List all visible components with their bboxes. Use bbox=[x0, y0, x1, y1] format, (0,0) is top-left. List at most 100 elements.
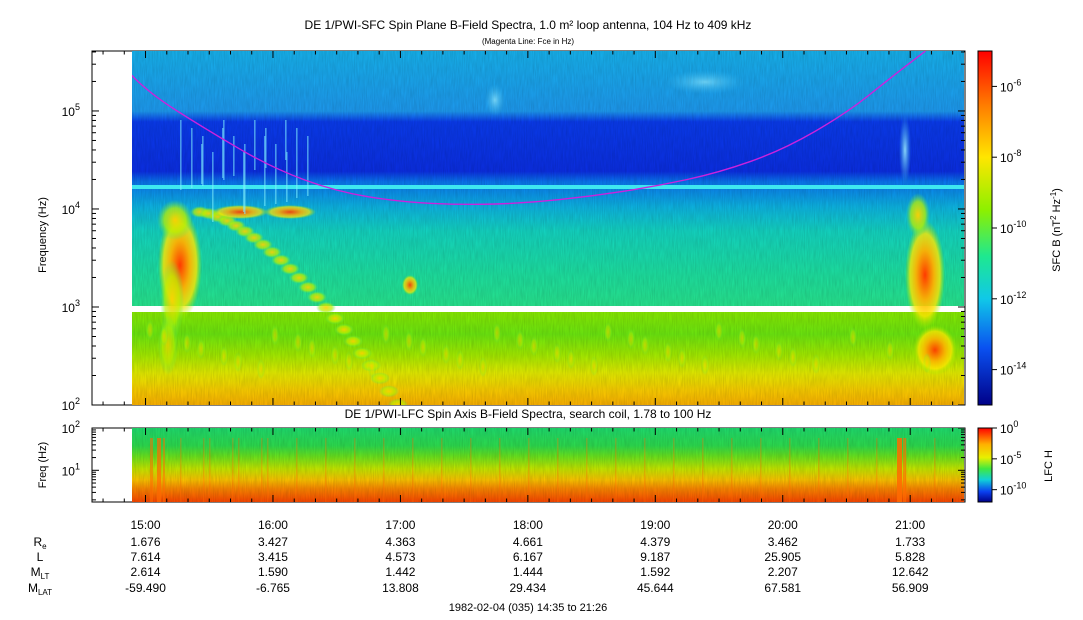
lfc-burst bbox=[702, 438, 704, 502]
emission-patch bbox=[567, 349, 575, 369]
emission-patch bbox=[641, 335, 649, 355]
emission-streak bbox=[286, 152, 288, 202]
lfc-burst bbox=[267, 438, 269, 502]
emission-streak bbox=[265, 128, 267, 168]
lfc-burst bbox=[586, 438, 588, 502]
lfc-burst bbox=[441, 438, 443, 502]
lfc-burst bbox=[296, 438, 298, 502]
emission-patch bbox=[442, 344, 450, 364]
sfc-colorbar-tick-label: 10-10 bbox=[1000, 219, 1026, 236]
emission-patch bbox=[849, 327, 857, 347]
emission-patch bbox=[530, 336, 538, 356]
time-tick-label: 15:00 bbox=[131, 518, 161, 532]
lfc-burst bbox=[528, 438, 530, 502]
lfc-burst bbox=[325, 438, 327, 502]
ephemeris-row-label: MLT bbox=[31, 565, 50, 581]
lfc-burst bbox=[261, 438, 263, 502]
sfc-y-axis: 102 103 104 105 bbox=[62, 51, 965, 413]
lfc-burst bbox=[934, 438, 936, 502]
lfc-colorbar: 100 10-5 10-10 LFC H bbox=[977, 419, 1055, 503]
emission-streak bbox=[264, 136, 266, 206]
emission-patch bbox=[289, 271, 309, 284]
ephemeris-row-label: MLAT bbox=[28, 581, 52, 597]
emission-patch bbox=[665, 70, 745, 94]
emission-streak bbox=[254, 120, 256, 170]
lfc-burst bbox=[499, 438, 501, 502]
sfc-emissions bbox=[146, 70, 957, 405]
emission-patch bbox=[343, 335, 363, 348]
emission-streak bbox=[201, 144, 203, 184]
lfc-colorbar-tick-label: 10-5 bbox=[1000, 450, 1021, 467]
ephemeris-value: 1.733 bbox=[895, 535, 925, 549]
lfc-y-tick-label: 101 bbox=[62, 461, 80, 478]
emission-patch bbox=[334, 323, 354, 336]
emission-patch bbox=[325, 312, 345, 325]
lfc-burst bbox=[673, 438, 675, 502]
emission-patch bbox=[382, 324, 390, 344]
lfc-burst bbox=[470, 438, 472, 502]
emission-patch bbox=[419, 337, 427, 357]
emission-streak bbox=[275, 144, 277, 204]
emission-patch bbox=[493, 323, 501, 343]
lfc-burst bbox=[180, 438, 182, 502]
ephemeris-row-label: Re bbox=[33, 535, 47, 551]
ephemeris-value: 29.434 bbox=[510, 581, 547, 595]
ephemeris-value: 1.444 bbox=[513, 565, 543, 579]
lfc-burst bbox=[876, 438, 878, 502]
lfc-burst bbox=[383, 438, 385, 502]
ephemeris-value: 9.187 bbox=[640, 550, 670, 564]
lfc-burst bbox=[847, 438, 849, 502]
emission-patch bbox=[212, 205, 268, 219]
lfc-burst bbox=[557, 438, 559, 502]
time-axis: 15:00 16:00 17:00 18:00 19:00 20:00 21:00 bbox=[102, 51, 954, 532]
lfc-burst bbox=[157, 438, 161, 502]
sfc-data-gap bbox=[132, 306, 964, 312]
lfc-y-axis-label: Freq (Hz) bbox=[37, 442, 49, 488]
lfc-colorbar-tick-label: 10-10 bbox=[1000, 481, 1026, 498]
emission-patch bbox=[271, 254, 291, 267]
emission-patch bbox=[752, 334, 760, 354]
time-tick-label: 18:00 bbox=[513, 518, 543, 532]
lfc-burst bbox=[644, 438, 646, 502]
emission-patch bbox=[402, 275, 418, 295]
lfc-panel-title: DE 1/PWI-LFC Spin Axis B-Field Spectra, … bbox=[345, 407, 712, 421]
emission-patch bbox=[158, 315, 178, 375]
time-tick-label: 20:00 bbox=[768, 518, 798, 532]
sfc-y-tick-label: 103 bbox=[62, 298, 80, 315]
sfc-y-axis-label: Frequency (Hz) bbox=[37, 197, 49, 273]
emission-patch bbox=[197, 339, 205, 359]
ephemeris-value: 7.614 bbox=[131, 550, 161, 564]
emission-patch bbox=[886, 340, 894, 360]
emission-patch bbox=[789, 347, 797, 367]
emission-streak bbox=[244, 144, 246, 214]
emission-patch bbox=[738, 328, 746, 348]
ephemeris-value: 25.905 bbox=[764, 550, 801, 564]
ephemeris-value: 3.427 bbox=[258, 535, 288, 549]
lfc-y-tick-label: 102 bbox=[62, 419, 80, 436]
emission-patch bbox=[906, 193, 930, 237]
ephemeris-value: 1.676 bbox=[131, 535, 161, 549]
ephemeris-value: 4.661 bbox=[513, 535, 543, 549]
ephemeris-value: 3.415 bbox=[258, 550, 288, 564]
emission-patch bbox=[146, 320, 154, 340]
emission-streak bbox=[243, 152, 245, 212]
time-tick-label: 16:00 bbox=[258, 518, 288, 532]
emission-patch bbox=[590, 356, 598, 376]
time-range-footer: 1982-02-04 (035) 14:35 to 21:26 bbox=[449, 602, 607, 614]
sfc-cyan-line bbox=[132, 185, 964, 189]
lfc-emissions bbox=[150, 438, 936, 502]
emission-patch bbox=[220, 346, 228, 366]
emission-patch bbox=[664, 342, 672, 362]
lfc-y-axis: 101 102 bbox=[62, 419, 965, 501]
emission-patch bbox=[183, 333, 191, 353]
emission-patch bbox=[516, 330, 524, 350]
emission-streak bbox=[296, 128, 298, 198]
sfc-panel-title: DE 1/PWI-SFC Spin Plane B-Field Spectra,… bbox=[305, 18, 752, 32]
ephemeris-value: 1.442 bbox=[385, 565, 415, 579]
ephemeris-value: 67.581 bbox=[764, 581, 801, 595]
ephemeris-value: 4.573 bbox=[385, 550, 415, 564]
emission-patch bbox=[604, 322, 612, 342]
emission-patch bbox=[812, 354, 820, 374]
emission-patch bbox=[456, 350, 464, 370]
emission-patch bbox=[479, 357, 487, 377]
